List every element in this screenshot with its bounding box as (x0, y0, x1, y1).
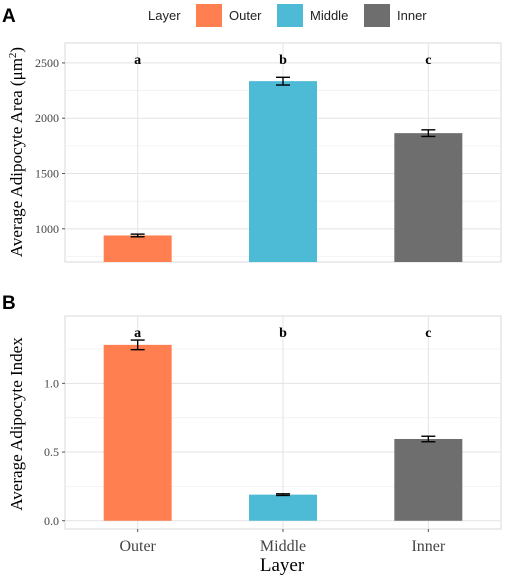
legend: Layer Outer Middle Inner (148, 4, 427, 27)
legend-label-middle: Middle (310, 8, 348, 23)
y-tick-label: 0.5 (44, 445, 59, 459)
significance-letter: b (279, 326, 287, 341)
bar-middle (249, 494, 317, 521)
legend-label-outer: Outer (229, 8, 262, 23)
significance-letter: a (134, 53, 141, 68)
y-axis-label-a: Average Adipocyte Area (μm2) (7, 47, 26, 257)
legend-title: Layer (148, 8, 181, 23)
y-tick-label: 0.0 (44, 514, 59, 528)
significance-letter: c (425, 53, 431, 68)
legend-swatch-middle (277, 4, 303, 27)
panel-a: 1000 1500 2000 2500 a b c (35, 42, 502, 263)
x-tick-label: Outer (119, 538, 156, 555)
bar-outer (103, 344, 172, 521)
x-tick-label: Middle (260, 538, 306, 555)
y-tick-label: 1000 (35, 222, 59, 236)
significance-letter: a (134, 326, 141, 341)
bar-outer (103, 235, 172, 262)
panel-label-a: A (2, 6, 16, 27)
y-tick-label: 1500 (35, 167, 59, 181)
bar-inner (394, 438, 463, 521)
bar-inner (394, 133, 463, 262)
y-tick-label: 2500 (35, 56, 59, 70)
bar-middle (249, 81, 317, 262)
significance-letter: c (425, 326, 431, 341)
legend-swatch-outer (196, 4, 222, 27)
y-axis-label-b: Average Adipocyte Index (7, 337, 26, 511)
panel-b: 0.0 0.5 1.0 a b c Outer Middle Inner (44, 315, 502, 555)
legend-label-inner: Inner (397, 8, 427, 23)
y-tick-label: 1.0 (44, 376, 59, 390)
legend-swatch-inner (364, 4, 390, 27)
y-tick-label: 2000 (35, 111, 59, 125)
x-tick-label: Inner (411, 538, 445, 555)
significance-letter: b (279, 53, 287, 68)
x-axis-label: Layer (260, 555, 305, 576)
panel-label-b: B (2, 293, 16, 314)
